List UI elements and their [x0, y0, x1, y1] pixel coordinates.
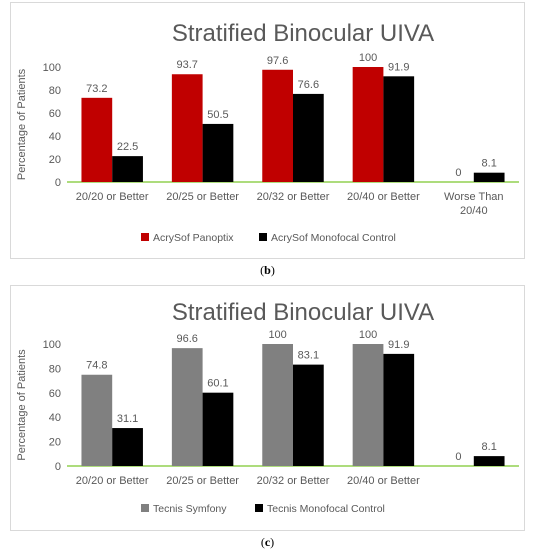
chart-c-data-label: 60.1 — [207, 378, 228, 390]
chart-b-data-label: 0 — [455, 167, 461, 179]
chart-b-ytick-label: 20 — [49, 154, 61, 166]
chart-c-data-label: 8.1 — [482, 441, 497, 453]
caption-c-open: ( — [260, 535, 265, 549]
chart-b-data-label: 97.6 — [267, 55, 288, 67]
chart-c-bar — [383, 353, 415, 466]
chart-b-category-label: 20/25 or Better — [166, 191, 239, 203]
chart-c-data-label: 0 — [455, 451, 461, 463]
chart-c-ytick-label: 100 — [43, 339, 61, 351]
chart-b-bar — [81, 97, 113, 182]
chart-c-data-label: 91.9 — [388, 339, 409, 351]
chart-b-ylabel: Percentage of Patients — [16, 68, 28, 180]
chart-c-legend-swatch — [141, 504, 149, 512]
chart-c-data-label: 100 — [359, 329, 377, 341]
chart-c-data-label: 100 — [268, 329, 286, 341]
chart-b-bar — [202, 123, 234, 182]
chart-b-category-label: Worse Than — [444, 191, 504, 203]
caption-b: (b) — [0, 263, 535, 278]
chart-c-bar — [202, 392, 234, 466]
chart-c-ytick-label: 0 — [55, 461, 61, 473]
chart-b-category-label: 20/40 or Better — [347, 191, 420, 203]
caption-c: (c) — [0, 535, 535, 550]
chart-c-category-label: 20/40 or Better — [347, 475, 420, 487]
chart-b-legend-swatch — [259, 233, 267, 241]
chart-c-data-label: 83.1 — [298, 350, 319, 362]
chart-b-legend-swatch — [141, 233, 149, 241]
chart-b-data-label: 8.1 — [482, 158, 497, 170]
chart-c-svg: Stratified Binocular UIVA Percentage of P… — [16, 299, 519, 515]
chart-c-bar — [473, 456, 505, 466]
chart-panel-c: Stratified Binocular UIVA Percentage of P… — [10, 285, 525, 531]
chart-b-data-label: 50.5 — [207, 109, 228, 121]
chart-c-legend-label: Tecnis Symfony — [153, 503, 227, 515]
chart-c-ytick-label: 60 — [49, 388, 61, 400]
chart-c-data-label: 31.1 — [117, 413, 138, 425]
chart-b-bar — [293, 93, 324, 182]
chart-b-bar — [352, 67, 384, 182]
caption-c-letter: c — [264, 535, 271, 549]
chart-c-category-label: 20/20 or Better — [76, 475, 149, 487]
chart-panel-b: Stratified Binocular UIVA Percentage of P… — [10, 2, 525, 259]
chart-c-bar — [81, 374, 113, 466]
chart-c-bar — [262, 344, 293, 466]
chart-c-ytick-label: 40 — [49, 412, 61, 424]
chart-b-title: Stratified Binocular UIVA — [172, 20, 434, 47]
chart-c-data-label: 74.8 — [86, 360, 107, 372]
chart-b-svg: Stratified Binocular UIVA Percentage of P… — [16, 20, 519, 244]
caption-b-open: ( — [260, 263, 265, 277]
chart-c-category-label: 20/25 or Better — [166, 475, 239, 487]
chart-b-ytick-label: 0 — [55, 177, 61, 189]
chart-c-ylabel: Percentage of Patients — [16, 349, 28, 461]
chart-b-legend-label: AcrySof Monofocal Control — [271, 232, 396, 244]
chart-b-ytick-label: 80 — [49, 85, 61, 97]
chart-c-ytick-label: 80 — [49, 363, 61, 375]
chart-c-title: Stratified Binocular UIVA — [172, 299, 434, 326]
chart-b-ytick-label: 60 — [49, 108, 61, 120]
chart-b-category-label: 20/20 or Better — [76, 191, 149, 203]
chart-c-legend-label: Tecnis Monofocal Control — [267, 503, 385, 515]
chart-b-bar — [262, 69, 293, 182]
chart-b-data-label: 100 — [359, 52, 377, 64]
chart-b-bar — [112, 156, 143, 182]
chart-c-bar — [352, 344, 384, 466]
chart-b-data-label: 93.7 — [177, 59, 198, 71]
chart-b-data-label: 76.6 — [298, 79, 319, 91]
caption-b-close: ) — [270, 263, 275, 277]
chart-c-data-label: 96.6 — [177, 333, 198, 345]
chart-c-bar — [171, 348, 203, 466]
chart-b-legend-label: AcrySof Panoptix — [153, 232, 234, 244]
chart-b-category-label: 20/32 or Better — [257, 191, 330, 203]
chart-b-ytick-label: 40 — [49, 131, 61, 143]
caption-c-close: ) — [270, 535, 275, 549]
chart-c-bar — [112, 428, 143, 466]
chart-c-bar — [293, 364, 324, 466]
chart-b-data-label: 22.5 — [117, 141, 138, 153]
chart-b-ytick-label: 100 — [43, 62, 61, 74]
chart-c-category-label: 20/32 or Better — [257, 475, 330, 487]
chart-b-category-label: 20/40 — [460, 205, 488, 217]
chart-c-legend-swatch — [255, 504, 263, 512]
chart-b-bar — [171, 74, 203, 182]
chart-b-data-label: 91.9 — [388, 61, 409, 73]
chart-b-bar — [473, 172, 505, 182]
chart-c-ytick-label: 20 — [49, 437, 61, 449]
chart-b-data-label: 73.2 — [86, 83, 107, 95]
chart-b-bar — [383, 76, 415, 182]
caption-b-letter: b — [264, 263, 271, 277]
